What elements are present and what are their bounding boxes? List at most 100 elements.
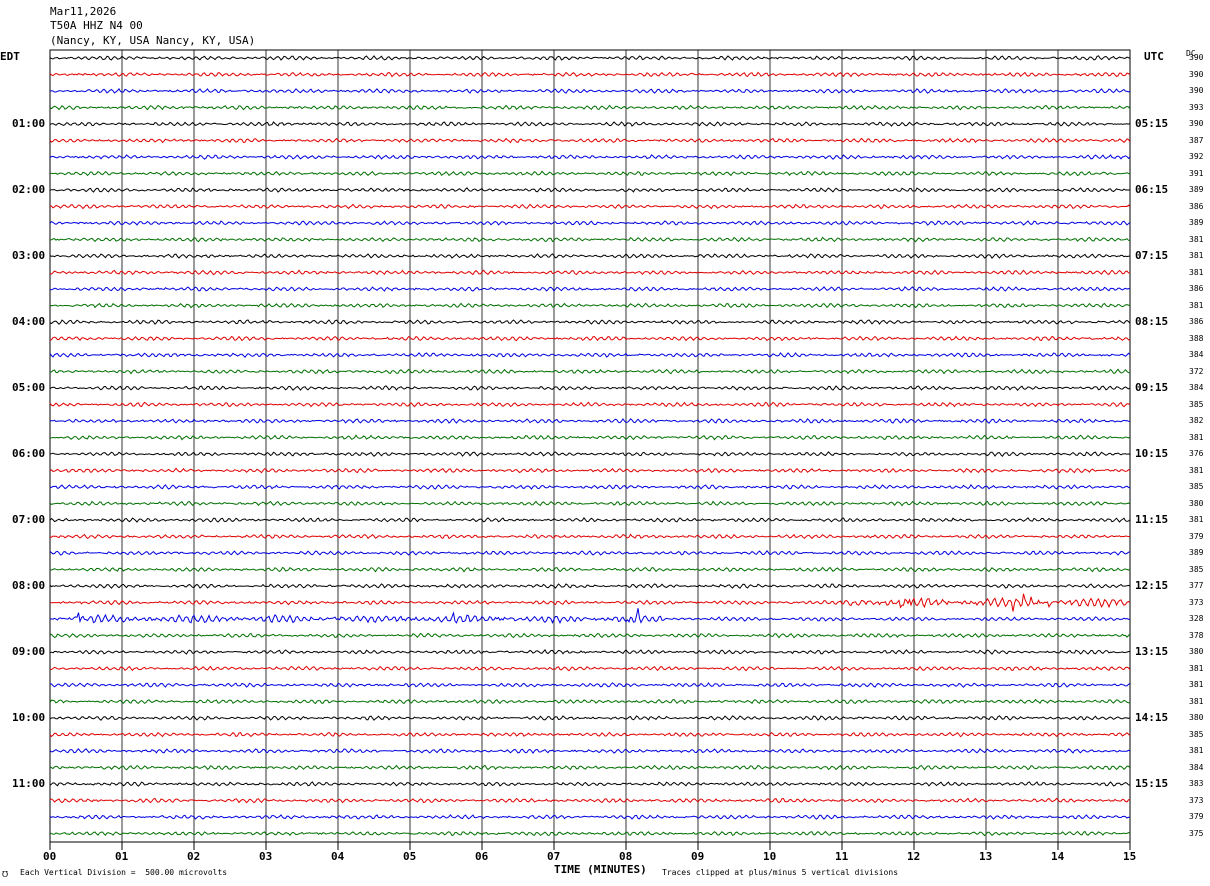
seismic-trace [49, 566, 1131, 573]
seismic-trace [49, 467, 1131, 474]
dc-offset-value: 328 [1189, 614, 1204, 623]
dc-offset-value: 392 [1189, 152, 1204, 161]
seismic-trace [49, 632, 1131, 639]
x-tick-label: 04 [331, 850, 345, 863]
seismic-traces [49, 55, 1131, 837]
dc-offset-value: 381 [1189, 465, 1204, 475]
seismic-trace [49, 500, 1131, 507]
seismic-trace [49, 137, 1131, 144]
seismic-trace [49, 203, 1131, 210]
right-timezone-label: UTC [1144, 50, 1164, 63]
seismic-trace [49, 748, 1131, 754]
dc-offset-value: 388 [1189, 333, 1204, 343]
left-hour-label: 11:00 [12, 777, 46, 790]
x-tick-label: 01 [115, 850, 129, 863]
dc-offset-value: 390 [1189, 69, 1204, 79]
dc-offset-value: 381 [1189, 680, 1204, 689]
seismic-trace [49, 517, 1131, 523]
dc-offset-value: 390 [1189, 119, 1204, 128]
right-hour-label: 15:15 [1135, 777, 1169, 790]
dc-offset-value: 381 [1189, 251, 1204, 260]
seismic-trace [50, 649, 1131, 655]
dc-offset-value: 386 [1189, 201, 1204, 211]
dc-offset-value: 386 [1189, 284, 1204, 293]
station-location: (Nancy, KY, USA Nancy, KY, USA) [50, 34, 256, 47]
seismic-trace [49, 698, 1131, 705]
right-hour-label: 05:15 [1135, 117, 1169, 130]
dc-offset-value: 381 [1189, 267, 1204, 277]
right-hour-label: 09:15 [1135, 381, 1169, 394]
plot-frame [49, 49, 1131, 843]
seismic-trace [49, 170, 1131, 177]
dc-offset-value: 376 [1189, 449, 1204, 458]
x-tick-label: 00 [43, 850, 57, 863]
right-hour-label: 12:15 [1135, 579, 1169, 592]
seismic-trace [49, 764, 1131, 771]
x-tick-label: 12 [907, 850, 921, 863]
seismic-trace [49, 220, 1131, 226]
vertical-division-note: Each Vertical Division = 500.00 microvol… [20, 868, 228, 877]
dc-offset-value: 373 [1189, 795, 1204, 805]
seismic-trace [49, 665, 1131, 672]
right-hour-label: 06:15 [1135, 183, 1169, 196]
x-tick-label: 02 [187, 850, 201, 863]
dc-offset-value: 372 [1189, 366, 1204, 376]
dc-offset-value: 385 [1189, 564, 1204, 574]
left-hour-label: 08:00 [12, 579, 46, 592]
dc-offset-value: 381 [1189, 234, 1204, 244]
left-hour-label: 01:00 [12, 117, 46, 130]
dc-offset-value: 380 [1189, 647, 1204, 656]
dc-offset-value: 377 [1189, 581, 1204, 590]
dc-offset-value: 381 [1189, 746, 1204, 755]
x-tick-label: 09 [691, 850, 705, 863]
right-hour-label: 14:15 [1135, 711, 1169, 724]
left-hour-label: 02:00 [12, 183, 46, 196]
x-tick-label: 15 [1123, 850, 1137, 863]
dc-offset-value: 380 [1189, 713, 1204, 722]
seismic-trace [49, 715, 1131, 721]
seismic-trace [49, 319, 1131, 325]
right-hour-label: 13:15 [1135, 645, 1169, 658]
x-tick-label: 11 [835, 850, 849, 863]
seismic-trace [49, 368, 1131, 375]
dc-offset-value: 385 [1189, 729, 1204, 739]
x-tick-label: 14 [1051, 850, 1065, 863]
seismic-trace [49, 401, 1131, 408]
left-hour-label: 06:00 [12, 447, 46, 460]
dc-offset-value: 381 [1189, 300, 1204, 310]
dc-offset-value: 387 [1189, 135, 1204, 145]
left-hour-label: 04:00 [12, 315, 46, 328]
left-hour-label: 05:00 [12, 381, 46, 394]
seismic-trace [49, 55, 1131, 61]
seismic-trace [49, 593, 1131, 612]
seismic-trace [49, 418, 1131, 424]
right-hour-label: 10:15 [1135, 447, 1169, 460]
seismic-trace [49, 731, 1131, 738]
dc-offset-value: 384 [1189, 350, 1204, 359]
seismic-trace [49, 335, 1131, 342]
left-hour-label: 09:00 [12, 645, 46, 658]
x-tick-label: 13 [979, 850, 993, 863]
dc-offset-value: 385 [1189, 482, 1204, 491]
seismic-trace [49, 608, 1131, 625]
dc-offset-value: 380 [1189, 498, 1204, 508]
seismic-trace [49, 236, 1131, 243]
dc-offset-value: 381 [1189, 696, 1204, 706]
seismic-trace [49, 154, 1131, 160]
seismic-trace [49, 88, 1131, 94]
seismic-trace [49, 71, 1131, 78]
seismic-trace [49, 814, 1131, 820]
scale-mark-icon: ℧ [2, 870, 9, 879]
x-tick-label: 06 [475, 850, 489, 863]
seismic-trace [49, 583, 1131, 589]
seismic-trace [49, 253, 1131, 260]
dc-offset-value: 378 [1189, 630, 1204, 640]
dc-offset-value: 389 [1189, 548, 1204, 557]
seismic-trace [49, 121, 1131, 127]
dc-offset-value: 382 [1189, 416, 1204, 425]
seismic-trace [49, 269, 1130, 276]
dc-offset-value: 373 [1189, 597, 1204, 607]
seismic-trace [49, 533, 1130, 540]
x-tick-label: 08 [619, 850, 633, 863]
